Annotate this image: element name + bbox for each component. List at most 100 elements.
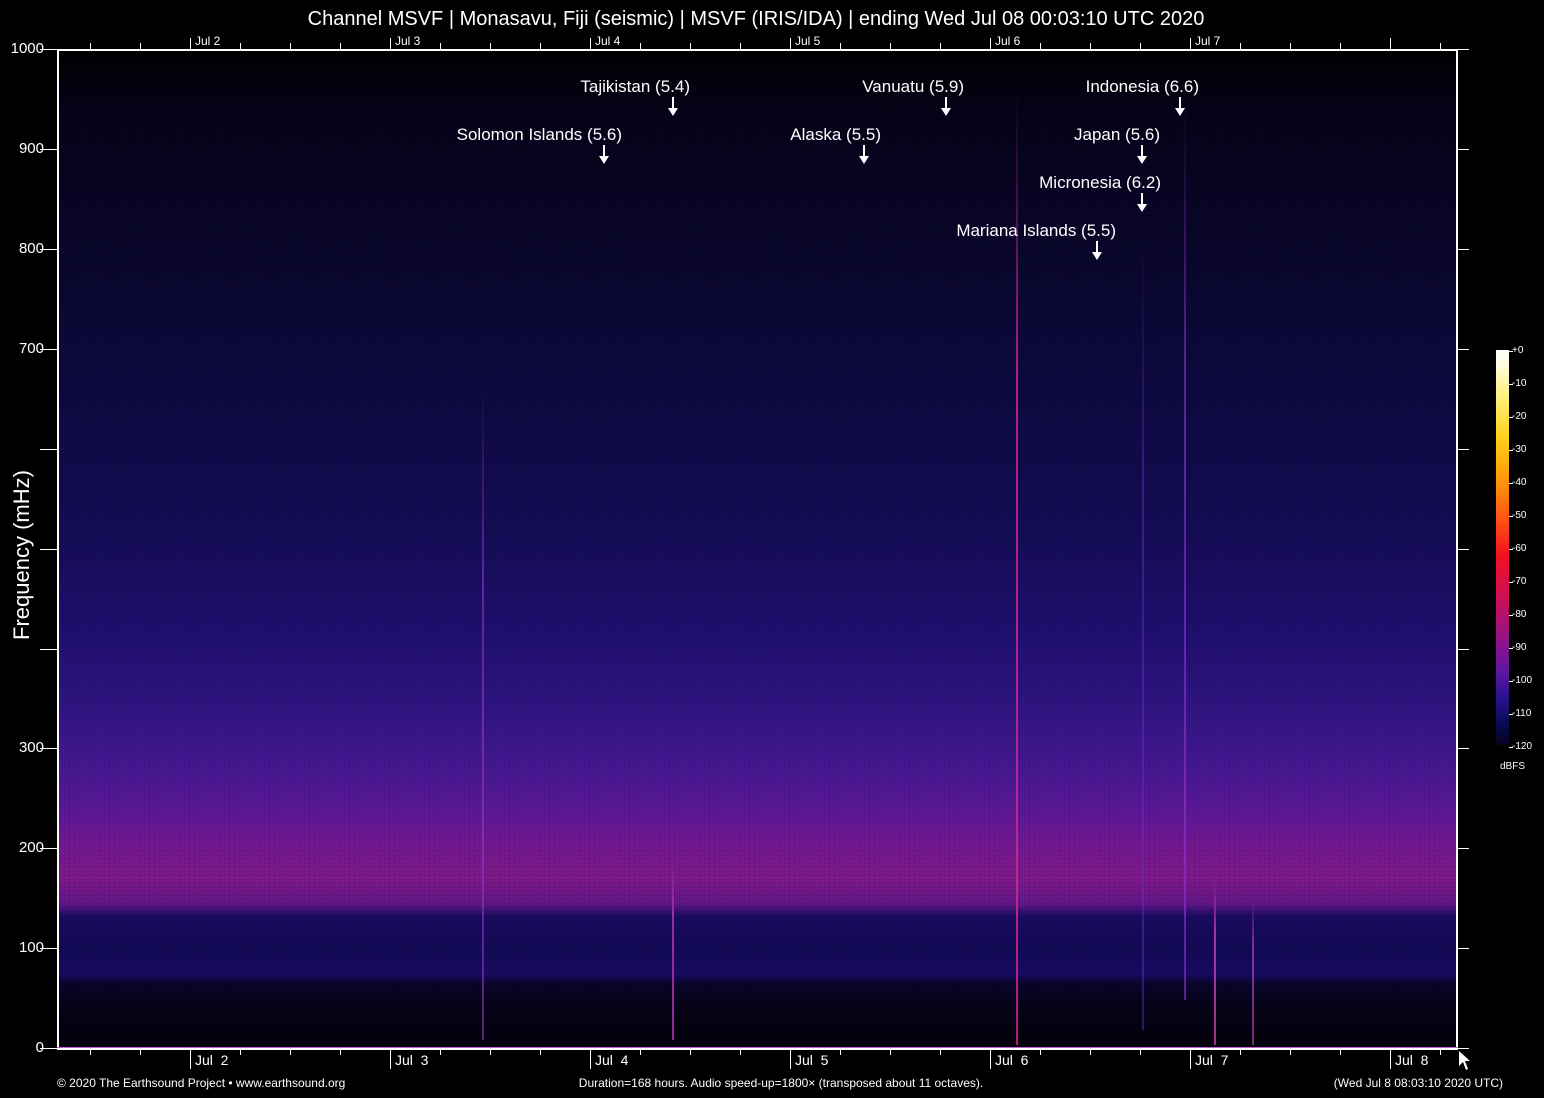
x-tick-top bbox=[1290, 43, 1291, 49]
x-tick-top bbox=[340, 43, 341, 49]
colorbar-tick-label: -70 bbox=[1512, 576, 1527, 587]
x-label-top: Jul 6 bbox=[995, 34, 1021, 48]
y-tick-label: 700 bbox=[18, 340, 44, 357]
annotation-label: Tajikistan (5.4) bbox=[580, 77, 690, 96]
x-tick-bottom bbox=[740, 1049, 741, 1055]
colorbar-tick-label: -90 bbox=[1512, 642, 1527, 653]
y-tick-left bbox=[40, 649, 57, 650]
annotation-label: Solomon Islands (5.6) bbox=[456, 125, 622, 144]
x-tick-top bbox=[1190, 38, 1191, 49]
colorbar-tick bbox=[1509, 549, 1513, 550]
x-tick-top bbox=[1240, 43, 1241, 49]
x-tick-top bbox=[190, 38, 191, 49]
x-tick-bottom bbox=[640, 1049, 641, 1055]
x-tick-bottom bbox=[390, 1049, 391, 1069]
x-tick-bottom bbox=[590, 1049, 591, 1069]
colorbar-tick-label: -110 bbox=[1512, 708, 1532, 719]
spectrogram-plot bbox=[57, 49, 1458, 1048]
annotation-label: Mariana Islands (5.5) bbox=[956, 221, 1116, 240]
colorbar bbox=[1496, 350, 1509, 745]
x-tick-bottom bbox=[1040, 1049, 1041, 1055]
y-tick-label: 100 bbox=[18, 939, 44, 956]
y-tick-label: 800 bbox=[18, 240, 44, 257]
event-streak bbox=[482, 380, 484, 1040]
x-tick-top bbox=[940, 43, 941, 49]
x-tick-bottom bbox=[690, 1049, 691, 1055]
x-tick-top bbox=[840, 43, 841, 49]
x-tick-top bbox=[140, 43, 141, 49]
down-arrow-icon bbox=[1092, 241, 1102, 260]
y-tick-right bbox=[1458, 748, 1469, 749]
event-streak bbox=[1214, 880, 1216, 1045]
x-tick-top bbox=[790, 38, 791, 49]
x-tick-bottom bbox=[90, 1049, 91, 1055]
x-tick-top bbox=[640, 43, 641, 49]
x-label-top: Jul 7 bbox=[1195, 34, 1221, 48]
colorbar-tick bbox=[1509, 450, 1513, 451]
y-tick-right bbox=[1458, 49, 1469, 50]
y-tick-left bbox=[40, 49, 57, 50]
colorbar-tick bbox=[1509, 384, 1513, 385]
y-tick-label: 300 bbox=[18, 739, 44, 756]
x-tick-bottom bbox=[790, 1049, 791, 1069]
x-tick-bottom bbox=[1190, 1049, 1191, 1069]
down-arrow-icon bbox=[859, 145, 869, 164]
colorbar-tick bbox=[1509, 351, 1513, 352]
y-tick-label: 1000 bbox=[10, 40, 44, 57]
annotation-label: Vanuatu (5.9) bbox=[862, 77, 964, 96]
x-label-bottom: Jul 5 bbox=[795, 1052, 829, 1068]
event-streak bbox=[1252, 900, 1254, 1045]
x-tick-top bbox=[1390, 38, 1391, 49]
y-tick-right bbox=[1458, 249, 1469, 250]
x-tick-bottom bbox=[440, 1049, 441, 1055]
x-tick-bottom bbox=[990, 1049, 991, 1069]
event-streak bbox=[1016, 90, 1018, 1045]
x-tick-top bbox=[690, 43, 691, 49]
x-tick-top bbox=[890, 43, 891, 49]
y-tick-right bbox=[1458, 449, 1469, 450]
x-tick-bottom bbox=[190, 1049, 191, 1069]
footer-duration: Duration=168 hours. Audio speed-up=1800×… bbox=[578, 1076, 984, 1090]
x-tick-top bbox=[1140, 43, 1141, 49]
colorbar-tick bbox=[1509, 417, 1513, 418]
x-tick-top bbox=[390, 38, 391, 49]
y-tick-right bbox=[1458, 948, 1469, 949]
down-arrow-icon bbox=[599, 145, 609, 164]
x-label-top: Jul 5 bbox=[795, 34, 821, 48]
colorbar-tick-label: -50 bbox=[1512, 510, 1527, 521]
y-tick-label: 0 bbox=[35, 1039, 44, 1056]
colorbar-tick bbox=[1509, 747, 1513, 748]
x-tick-bottom bbox=[490, 1049, 491, 1055]
y-tick-right bbox=[1458, 649, 1469, 650]
x-tick-bottom bbox=[890, 1049, 891, 1055]
x-tick-top bbox=[990, 38, 991, 49]
x-tick-bottom bbox=[1290, 1049, 1291, 1055]
x-tick-bottom bbox=[340, 1049, 341, 1055]
colorbar-unit: dBFS bbox=[1500, 761, 1526, 772]
y-tick-left bbox=[40, 449, 57, 450]
x-tick-bottom bbox=[1240, 1049, 1241, 1055]
x-label-bottom: Jul 4 bbox=[595, 1052, 629, 1068]
colorbar-tick bbox=[1509, 483, 1513, 484]
x-tick-bottom bbox=[140, 1049, 141, 1055]
y-tick-left bbox=[40, 149, 57, 150]
x-tick-top bbox=[1440, 43, 1441, 49]
annotation-label: Indonesia (6.6) bbox=[1085, 77, 1199, 96]
annotation-label: Alaska (5.5) bbox=[790, 125, 881, 144]
x-tick-top bbox=[540, 43, 541, 49]
y-tick-left bbox=[40, 748, 57, 749]
x-tick-bottom bbox=[940, 1049, 941, 1055]
colorbar-tick-label: -20 bbox=[1512, 411, 1527, 422]
y-tick-right bbox=[1458, 349, 1469, 350]
x-label-bottom: Jul 2 bbox=[195, 1052, 229, 1068]
cursor-arrow-icon bbox=[1459, 1051, 1470, 1070]
colorbar-tick-label: -30 bbox=[1512, 444, 1527, 455]
colorbar-tick-label: -80 bbox=[1512, 609, 1527, 620]
x-label-bottom: Jul 8 bbox=[1395, 1052, 1429, 1068]
x-tick-bottom bbox=[1390, 1049, 1391, 1069]
x-tick-top bbox=[90, 43, 91, 49]
down-arrow-icon bbox=[1137, 145, 1147, 164]
colorbar-tick bbox=[1509, 714, 1513, 715]
y-axis-title: Frequency (mHz) bbox=[9, 470, 34, 640]
colorbar-tick bbox=[1509, 582, 1513, 583]
